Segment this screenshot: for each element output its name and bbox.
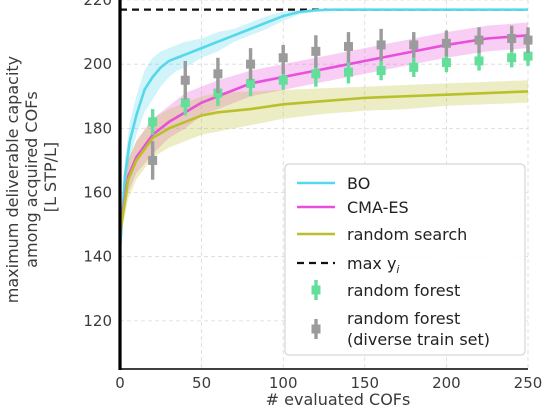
marker-random-forest <box>409 62 419 72</box>
legend-label-max-y: max y <box>347 254 396 273</box>
band-cma-es <box>120 22 528 238</box>
marker-random-forest-diverse <box>474 35 484 45</box>
x-tick-label: 50 <box>192 374 211 392</box>
y-axis-title: maximum deliverable capacity among acqui… <box>3 51 60 303</box>
marker-random-forest-diverse <box>409 40 419 50</box>
x-tick-label: 100 <box>269 374 298 392</box>
legend-label-subscript: i <box>396 263 399 276</box>
line-bo <box>118 8 528 251</box>
tick-labels: 0 50 100 150 200 250 120 140 160 180 200 220 <box>83 0 542 392</box>
marker-random-forest-diverse <box>278 53 288 63</box>
legend-label-random-search: random search <box>347 225 467 244</box>
marker-random-forest <box>441 58 451 68</box>
legend-label-cma-es: CMA-ES <box>347 198 409 217</box>
legend-marker <box>311 324 321 334</box>
marker-random-forest-diverse <box>180 75 190 85</box>
confidence-bands <box>120 9 528 257</box>
marker-random-forest <box>474 56 484 66</box>
band-random-search <box>120 80 528 241</box>
legend-swatch-random-forest <box>311 280 321 300</box>
y-tick-label: 200 <box>83 55 112 73</box>
marker-random-forest-diverse <box>148 155 158 165</box>
legend-swatch-random-forest-diverse <box>311 319 321 339</box>
x-tick-label: 0 <box>115 374 125 392</box>
axis-titles: # evaluated COFs maximum deliverable cap… <box>3 51 411 409</box>
marker-series <box>148 25 533 180</box>
marker-random-forest <box>343 67 353 77</box>
marker-random-forest-diverse <box>213 69 223 79</box>
y-tick-label: 220 <box>83 0 112 9</box>
legend-frame <box>284 163 526 356</box>
legend-label-random-forest: random forest <box>347 281 460 300</box>
legend-label-line: random forest <box>347 309 460 328</box>
y-tick-label: 140 <box>83 248 112 266</box>
line-random-search <box>118 90 529 235</box>
marker-random-forest-diverse <box>343 42 353 52</box>
marker-random-forest <box>180 98 190 108</box>
marker-random-forest <box>376 66 386 76</box>
marker-random-forest-diverse <box>311 46 321 56</box>
x-tick-label: 200 <box>432 374 461 392</box>
marker-random-forest-diverse <box>246 59 256 69</box>
legend-label-bo: BO <box>347 174 370 193</box>
y-axis-title-line: among acquired COFs <box>22 91 41 268</box>
legend: BO CMA-ES random search max yi random fo… <box>284 163 526 356</box>
y-tick-label: 160 <box>83 184 112 202</box>
legend-marker <box>311 285 321 295</box>
x-tick-label: 150 <box>350 374 379 392</box>
y-tick-label: 120 <box>83 312 112 330</box>
marker-random-forest <box>311 69 321 79</box>
marker-random-forest-diverse <box>376 40 386 50</box>
marker-random-forest <box>148 117 158 127</box>
marker-random-forest <box>278 75 288 85</box>
y-tick-label: 180 <box>83 119 112 137</box>
marker-random-forest <box>507 53 517 63</box>
x-axis-title: # evaluated COFs <box>266 390 411 409</box>
legend-label-max-yi: max yi <box>347 254 399 276</box>
x-tick-label: 250 <box>514 374 543 392</box>
marker-random-forest-diverse <box>523 35 533 45</box>
marker-random-forest <box>523 51 533 61</box>
y-axis-title-line: maximum deliverable capacity <box>3 56 22 303</box>
marker-random-forest <box>246 78 256 88</box>
y-axis-title-line: [L STP/L] <box>41 142 60 212</box>
legend-label-line: (diverse train set) <box>347 330 490 349</box>
axes <box>118 0 528 370</box>
marker-random-forest-diverse <box>441 38 451 48</box>
marker-random-forest-diverse <box>507 34 517 44</box>
legend-label-random-forest-diverse: random forest (diverse train set) <box>347 309 490 349</box>
